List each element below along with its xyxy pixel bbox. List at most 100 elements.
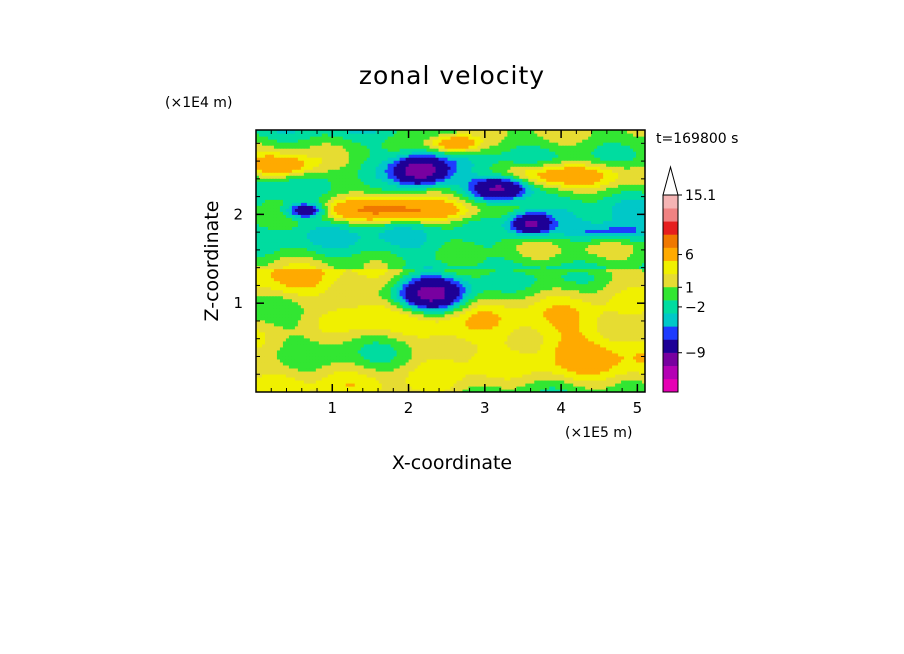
- field-cell: [558, 364, 562, 369]
- field-cell: [264, 298, 269, 303]
- field-cell: [495, 385, 499, 390]
- field-cell: [294, 319, 299, 324]
- field-cell: [636, 322, 640, 327]
- field-cell: [459, 331, 464, 336]
- field-cell: [444, 298, 449, 303]
- field-cell: [393, 367, 398, 372]
- field-cell: [594, 286, 598, 291]
- field-cell: [540, 322, 544, 327]
- field-cell: [504, 355, 508, 360]
- field-cell: [279, 346, 284, 351]
- field-cell: [339, 367, 344, 372]
- field-cell: [354, 319, 359, 324]
- field-cell: [384, 313, 389, 318]
- field-cell: [390, 337, 395, 342]
- field-cell: [561, 310, 565, 315]
- field-cell: [600, 343, 604, 348]
- field-cell: [402, 358, 407, 363]
- field-cell: [447, 334, 452, 339]
- field-cell: [567, 313, 571, 318]
- field-cell: [516, 304, 520, 309]
- field-cell: [633, 340, 637, 345]
- field-cell: [447, 304, 452, 309]
- field-cell: [492, 280, 496, 285]
- field-cell: [471, 367, 476, 372]
- field-cell: [606, 334, 610, 339]
- field-cell: [420, 292, 425, 297]
- field-cell: [420, 307, 425, 312]
- field-cell: [519, 343, 523, 348]
- field-cell: [507, 310, 511, 315]
- field-cell: [411, 313, 416, 318]
- field-cell: [267, 352, 272, 357]
- field-cell: [624, 334, 628, 339]
- field-cell: [297, 355, 302, 360]
- field-cell: [429, 358, 434, 363]
- field-cell: [549, 280, 553, 285]
- field-cell: [432, 367, 437, 372]
- field-cell: [552, 346, 556, 351]
- field-cell: [573, 346, 577, 351]
- field-cell: [546, 367, 550, 372]
- field-cell: [489, 295, 493, 300]
- field-cell: [549, 325, 553, 330]
- field-cell: [300, 292, 305, 297]
- field-cell: [576, 376, 580, 381]
- field-cell: [432, 385, 437, 390]
- field-cell: [480, 367, 485, 372]
- field-cell: [345, 289, 350, 294]
- field-cell: [585, 340, 589, 345]
- field-cell: [366, 355, 371, 360]
- field-cell: [270, 325, 275, 330]
- field-cell: [321, 289, 326, 294]
- field-cell: [552, 298, 556, 303]
- field-cell: [342, 340, 347, 345]
- field-cell: [519, 325, 523, 330]
- field-cell: [324, 361, 329, 366]
- field-cell: [324, 352, 329, 357]
- field-cell: [408, 370, 413, 375]
- field-cell: [459, 346, 464, 351]
- field-cell: [585, 355, 589, 360]
- field-cell: [336, 355, 341, 360]
- field-cell: [309, 364, 314, 369]
- field-cell: [387, 343, 392, 348]
- field-cell: [489, 307, 493, 312]
- field-cell: [321, 319, 326, 324]
- field-cell: [588, 280, 592, 285]
- field-cell: [279, 382, 284, 387]
- field-cell: [546, 343, 550, 348]
- field-cell: [516, 352, 520, 357]
- field-cell: [573, 376, 577, 381]
- field-cell: [546, 286, 550, 291]
- field-cell: [339, 322, 344, 327]
- field-cell: [399, 376, 404, 381]
- field-cell: [546, 382, 550, 387]
- field-cell: [357, 310, 362, 315]
- field-cell: [264, 346, 269, 351]
- field-cell: [636, 310, 640, 315]
- field-cell: [621, 280, 625, 285]
- field-cell: [582, 301, 586, 306]
- field-cell: [294, 274, 299, 279]
- field-cell: [495, 361, 499, 366]
- field-cell: [639, 343, 643, 348]
- field-cell: [528, 379, 532, 384]
- field-cell: [546, 298, 550, 303]
- field-cell: [474, 295, 479, 300]
- field-cell: [288, 370, 293, 375]
- field-cell: [462, 295, 467, 300]
- field-cell: [315, 331, 320, 336]
- field-cell: [492, 385, 496, 390]
- field-cell: [573, 319, 577, 324]
- field-cell: [477, 385, 482, 390]
- field-cell: [309, 334, 314, 339]
- field-cell: [636, 319, 640, 324]
- field-cell: [387, 376, 392, 381]
- field-cell: [312, 280, 317, 285]
- field-cell: [303, 295, 308, 300]
- field-cell: [495, 316, 499, 321]
- field-cell: [279, 376, 284, 381]
- field-cell: [618, 319, 622, 324]
- field-cell: [477, 373, 482, 378]
